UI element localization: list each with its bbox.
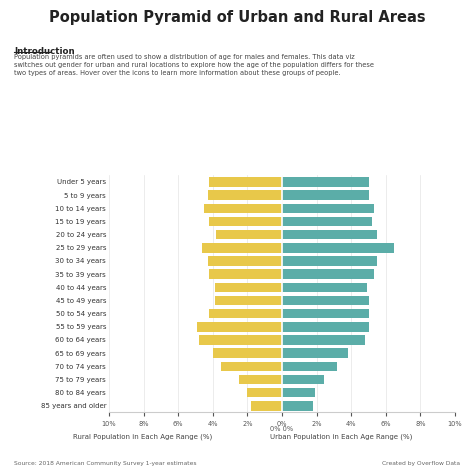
Bar (282, 309, 368, 319)
Bar (282, 217, 372, 226)
Bar (282, 388, 315, 397)
Bar (216, 230, 282, 239)
Bar (282, 322, 368, 331)
Text: 0% 0%: 0% 0% (271, 426, 293, 431)
Text: Urban Population in Each Age Range (%): Urban Population in Each Age Range (%) (270, 434, 412, 440)
Bar (199, 335, 282, 345)
Bar (282, 243, 394, 253)
Text: Introduction: Introduction (14, 47, 75, 56)
Bar (282, 191, 368, 200)
Bar (247, 388, 282, 397)
Bar (282, 203, 374, 213)
Bar (282, 283, 367, 292)
Bar (282, 335, 365, 345)
Bar (239, 375, 282, 384)
Bar (282, 269, 374, 279)
Bar (210, 309, 282, 319)
Bar (282, 375, 324, 384)
Bar (210, 217, 282, 226)
Bar (208, 191, 282, 200)
Bar (210, 177, 282, 187)
Text: Source: 2018 American Community Survey 1-year estimates: Source: 2018 American Community Survey 1… (14, 461, 197, 466)
Text: Created by Overflow Data: Created by Overflow Data (382, 461, 460, 466)
Bar (282, 348, 348, 358)
Bar (282, 256, 377, 266)
Bar (282, 177, 368, 187)
Text: Rural Population in Each Age Range (%): Rural Population in Each Age Range (%) (73, 434, 212, 440)
Bar (215, 296, 282, 305)
Bar (282, 362, 337, 371)
Bar (213, 348, 282, 358)
Bar (210, 269, 282, 279)
Bar (221, 362, 282, 371)
Bar (215, 283, 282, 292)
Bar (204, 203, 282, 213)
Text: Population Pyramid of Urban and Rural Areas: Population Pyramid of Urban and Rural Ar… (49, 10, 425, 26)
Bar (208, 256, 282, 266)
Bar (197, 322, 282, 331)
Bar (282, 230, 377, 239)
Text: Population pyramids are often used to show a distribution of age for males and f: Population pyramids are often used to sh… (14, 54, 374, 76)
Bar (282, 296, 368, 305)
Bar (202, 243, 282, 253)
Bar (251, 401, 282, 410)
Bar (282, 401, 313, 410)
